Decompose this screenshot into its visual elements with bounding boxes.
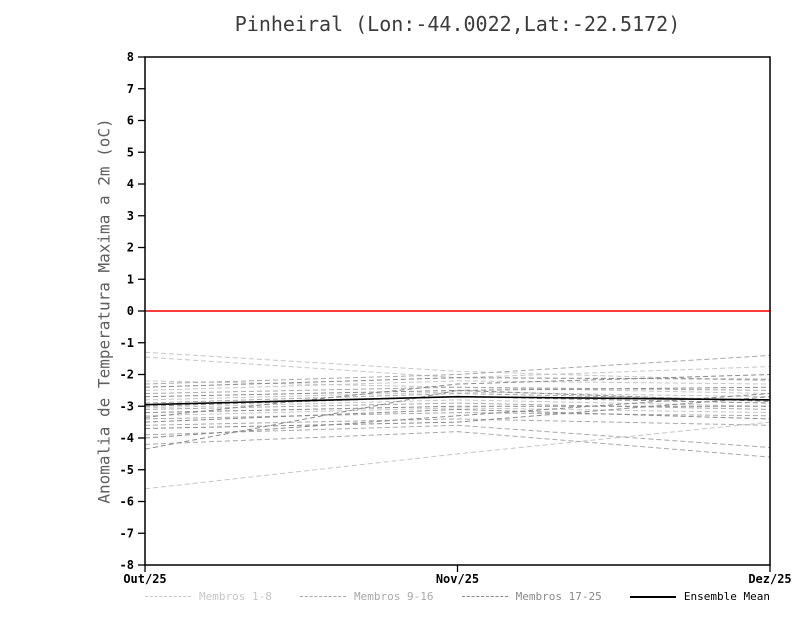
ensemble-member-line (144, 408, 771, 423)
ensemble-member-line (144, 377, 771, 388)
y-tick-label: -7 (120, 526, 134, 540)
ensemble-member-line (144, 431, 771, 458)
legend-item-membros-9-16: Membros 9-16 (300, 590, 434, 603)
legend-label: Membros 9-16 (354, 590, 434, 603)
ensemble-member-line (144, 412, 771, 420)
legend-label: Membros 1-8 (199, 590, 272, 603)
ensemble-member-line (144, 354, 771, 385)
y-tick-label: -1 (120, 336, 134, 350)
legend-label: Ensemble Mean (683, 590, 770, 603)
legend: Membros 1-8 Membros 9-16 Membros 17-25 E… (145, 590, 770, 603)
y-tick-label: 2 (127, 241, 134, 255)
x-tick-label: Nov/25 (436, 572, 479, 586)
ensemble-member-line (144, 424, 771, 449)
ensemble-member-line (144, 405, 770, 414)
ensemble-member-line (144, 351, 771, 382)
y-tick-label: 7 (127, 82, 134, 96)
ensemble-member-line (144, 386, 771, 395)
legend-item-ensemble-mean: Ensemble Mean (629, 590, 770, 603)
y-tick-label: 6 (127, 114, 134, 128)
ensemble-member-line (144, 386, 771, 398)
y-tick-label: -4 (120, 431, 134, 445)
legend-item-membros-1-8: Membros 1-8 (145, 590, 272, 603)
x-tick-label: Out/25 (123, 572, 166, 586)
ensemble-member-line (144, 391, 771, 401)
ensemble-member-line (144, 393, 771, 404)
ensemble-member-line (144, 421, 771, 490)
ensemble-member-line (144, 380, 771, 391)
y-tick-label: 8 (127, 50, 134, 64)
legend-label: Membros 17-25 (515, 590, 602, 603)
ensemble-member-line (144, 399, 771, 409)
dashed-line-sample-icon (145, 596, 191, 597)
y-tick-label: 0 (127, 304, 134, 318)
y-tick-label: -5 (120, 463, 134, 477)
dashed-line-sample-icon (461, 596, 508, 597)
y-tick-label: -3 (120, 399, 134, 413)
ensemble-member-line (144, 407, 771, 417)
ensemble-member-line (144, 402, 771, 410)
ensemble-member-line (144, 418, 771, 426)
solid-line-sample-icon (629, 595, 676, 598)
y-tick-label: -6 (120, 495, 134, 509)
y-tick-label: 1 (127, 272, 134, 286)
dashed-line-sample-icon (300, 596, 347, 597)
ensemble-member-line (144, 374, 771, 418)
ensemble-member-line (144, 396, 771, 429)
y-tick-label: 5 (127, 145, 134, 159)
ensemble-mean-line (144, 395, 771, 406)
y-tick-label: -8 (120, 558, 134, 572)
y-tick-label: 3 (127, 209, 134, 223)
ensemble-member-line (144, 389, 771, 450)
legend-item-membros-17-25: Membros 17-25 (461, 590, 602, 603)
y-tick-label: -2 (120, 368, 134, 382)
ensemble-member-line (144, 393, 771, 439)
chart-title: Pinheiral (Lon:-44.0022,Lat:-22.5172) (234, 12, 681, 36)
y-tick-label: 4 (127, 177, 134, 191)
x-tick-label: Dez/25 (748, 572, 791, 586)
